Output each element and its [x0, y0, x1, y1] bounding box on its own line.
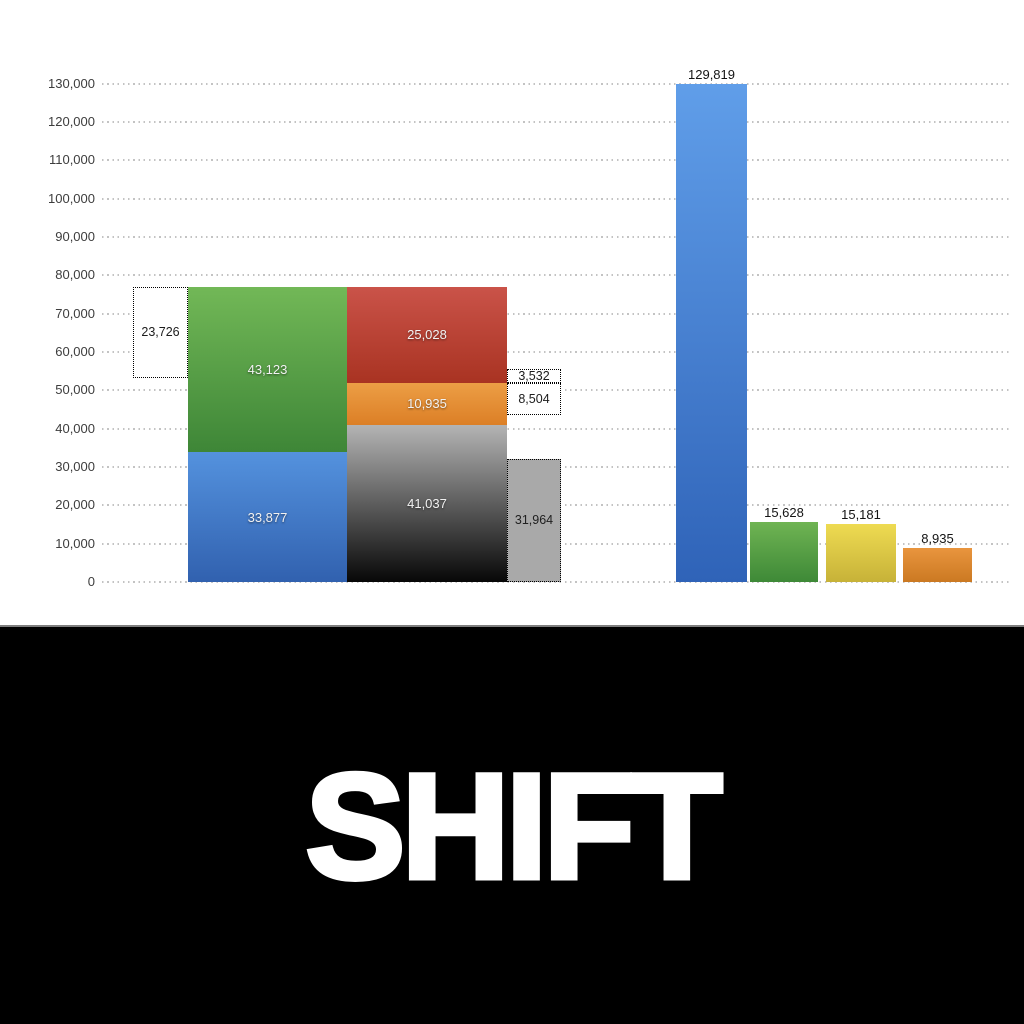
y-gridline	[102, 427, 1012, 430]
y-gridline	[102, 235, 1012, 238]
y-tick-label: 90,000	[55, 228, 95, 244]
y-tick-label: 80,000	[55, 267, 95, 283]
gray-bar-31964: 31,964	[507, 459, 561, 582]
y-gridline	[102, 197, 1012, 200]
bar-value-label: 33,877	[247, 509, 288, 525]
black-segment: 41,037	[347, 424, 507, 582]
y-tick-label: 60,000	[55, 343, 95, 359]
y-gridline	[102, 350, 1012, 353]
annotation-label: 3,532	[518, 368, 550, 383]
y-tick-label: 40,000	[55, 420, 95, 436]
y-gridline	[102, 82, 1012, 85]
bar-chart: 0 10,000 20,000 30,000 40,000 50,000 60,000 70,…	[48, 67, 1012, 589]
bar-value-label-above: 129,819	[688, 67, 735, 83]
annotation-label: 8,504	[518, 391, 550, 406]
banner-divider	[0, 625, 1024, 627]
delta-box-8504: 8,504	[507, 382, 561, 416]
bar-value-label: 41,037	[407, 495, 447, 511]
bar-value-label-above: 15,181	[841, 506, 881, 522]
delta-box-23726: 23,726	[133, 286, 188, 378]
y-tick-label: 20,000	[55, 497, 95, 513]
bar-value-label-above: 15,628	[764, 505, 804, 521]
red-segment: 25,028	[347, 286, 507, 383]
y-tick-label: 100,000	[48, 190, 95, 206]
y-gridline	[102, 312, 1012, 315]
y-tick-label: 50,000	[55, 382, 95, 398]
annotation-label: 23,726	[141, 324, 180, 339]
orange-segment: 10,935	[347, 382, 507, 425]
orange-small-segment	[903, 547, 972, 582]
y-gridline	[102, 159, 1012, 162]
bar-value-label: 10,935	[407, 396, 447, 412]
y-tick-label: 30,000	[55, 458, 95, 474]
y-tick-label: 120,000	[48, 113, 95, 129]
y-tick-label: 130,000	[48, 75, 95, 91]
slide-title: SHIFT	[303, 741, 725, 910]
green-small-segment	[750, 522, 818, 582]
y-gridline	[102, 581, 1012, 583]
green-segment: 43,123	[188, 286, 347, 453]
y-tick-label: 0	[87, 574, 95, 589]
y-tick-label: 110,000	[48, 152, 95, 168]
blue-segment: 33,877	[188, 452, 347, 582]
bar-value-label: 25,028	[407, 327, 447, 343]
bar-value-label: 43,123	[247, 361, 288, 377]
bar-value-label-above: 8,935	[921, 530, 954, 546]
delta-box-3532: 3,532	[507, 369, 561, 383]
y-gridline	[102, 274, 1012, 277]
y-gridline	[102, 120, 1012, 123]
annotation-label: 31,964	[514, 513, 554, 528]
y-tick-label: 70,000	[55, 305, 95, 321]
y-tick-label: 10,000	[55, 535, 95, 551]
yellow-small-segment	[826, 523, 896, 582]
title-banner: SHIFT	[0, 627, 1024, 1024]
blue-total-segment	[676, 84, 747, 582]
